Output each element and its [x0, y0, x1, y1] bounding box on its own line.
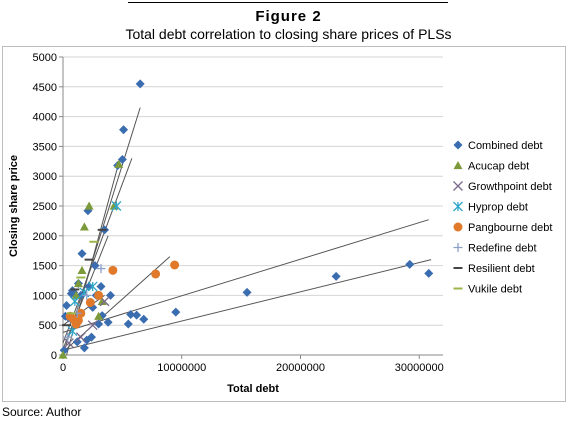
point-combined	[119, 125, 129, 135]
point-pangbourne	[151, 269, 161, 279]
point-acucap	[94, 311, 104, 320]
legend-label-vukile: Vukile debt	[468, 284, 522, 296]
x-tick-label: 10000000	[157, 362, 206, 374]
point-acucap	[58, 350, 68, 359]
point-combined	[135, 79, 145, 89]
legend-marker-acucap	[453, 161, 463, 170]
point-combined	[96, 281, 106, 291]
top-rule	[128, 2, 448, 3]
point-redefine	[63, 332, 73, 342]
figure-label: Figure 2	[255, 8, 322, 25]
point-combined	[62, 301, 72, 311]
point-combined	[117, 155, 127, 165]
y-tick-label: 1000	[33, 290, 57, 302]
y-tick-label: 0	[51, 350, 57, 362]
y-tick-label: 2500	[33, 201, 57, 213]
scatter-chart: 0 500 1000 1500 2000 2500 3000 3500 4000 4500 5000…	[8, 52, 552, 395]
point-pangbourne	[73, 315, 83, 325]
legend-label-growthpoint: Growthpoint debt	[468, 181, 552, 193]
legend-marker-growthpoint	[453, 181, 463, 191]
point-growthpoint	[75, 332, 86, 343]
axes: 0 500 1000 1500 2000 2500 3000 3500 4000 4500 5000…	[8, 52, 444, 395]
legend-label-resilient: Resilient debt	[468, 263, 535, 275]
legend-marker-hyprop	[453, 201, 463, 212]
point-combined	[90, 261, 100, 271]
point-acucap	[84, 201, 94, 210]
point-combined	[84, 281, 94, 291]
trendline	[62, 219, 429, 333]
y-tick-label: 4000	[33, 112, 57, 124]
point-redefine	[82, 290, 92, 300]
point-combined	[405, 259, 415, 269]
point-acucap	[79, 222, 89, 231]
point-acucap	[73, 278, 83, 288]
point-hyprop	[111, 201, 122, 211]
trendline	[62, 259, 432, 351]
point-acucap	[77, 265, 87, 274]
chart-frame: 0 500 1000 1500 2000 2500 3000 3500 4000 4500 5000…	[2, 46, 566, 402]
x-tick-label: 20000000	[276, 362, 325, 374]
y-tick-label: 3500	[33, 141, 57, 153]
y-tick-label: 3000	[33, 171, 57, 183]
y-tick-label: 1500	[33, 261, 57, 273]
point-pangbourne	[170, 260, 180, 270]
point-combined	[103, 317, 113, 327]
legend: Combined debt Acucap debt Growthpoint debt…	[453, 140, 552, 296]
legend-label-pangbourne: Pangbourne debt	[468, 222, 552, 234]
point-growthpoint	[63, 338, 74, 349]
point-acucap	[71, 290, 81, 299]
point-growthpoint	[87, 320, 98, 331]
legend-marker-combined	[453, 140, 463, 150]
x-tick-label: 0	[60, 362, 66, 374]
point-combined	[242, 287, 252, 297]
source-note: Source: Author	[2, 405, 82, 419]
point-pangbourne	[94, 290, 104, 300]
y-tick-label: 5000	[33, 52, 57, 64]
point-combined	[79, 343, 89, 353]
point-combined	[126, 309, 136, 319]
point-combined	[77, 249, 87, 259]
y-tick-label: 4500	[33, 82, 57, 94]
point-hyprop	[69, 296, 80, 307]
point-combined	[139, 314, 149, 324]
x-tick-label: 30000000	[395, 362, 444, 374]
point-combined	[132, 310, 142, 320]
y-tick-label: 2000	[33, 231, 57, 243]
point-redefine	[96, 264, 106, 274]
point-combined	[424, 268, 434, 278]
point-combined	[123, 319, 133, 329]
data-points	[58, 79, 434, 359]
point-acucap	[97, 296, 107, 305]
legend-label-acucap: Acucap debt	[468, 161, 529, 173]
point-hyprop	[87, 281, 98, 292]
y-axis-title: Closing share price	[8, 155, 20, 257]
x-axis-title: Total debt	[227, 383, 279, 395]
trendlines	[62, 107, 432, 356]
legend-marker-redefine	[453, 243, 463, 252]
point-combined	[331, 271, 341, 281]
point-pangbourne	[108, 265, 118, 275]
legend-marker-pangbourne	[453, 222, 463, 232]
legend-label-combined: Combined debt	[468, 140, 543, 152]
trendline	[62, 235, 109, 350]
point-pangbourne	[85, 298, 95, 308]
point-combined	[72, 337, 82, 347]
point-combined	[171, 307, 181, 317]
figure-title: Total debt correlation to closing share …	[125, 26, 452, 42]
point-acucap	[114, 159, 124, 168]
legend-label-redefine: Redefine debt	[468, 243, 537, 255]
y-tick-label: 500	[39, 320, 57, 332]
point-combined	[87, 332, 96, 342]
legend-label-hyprop: Hyprop debt	[468, 202, 528, 214]
